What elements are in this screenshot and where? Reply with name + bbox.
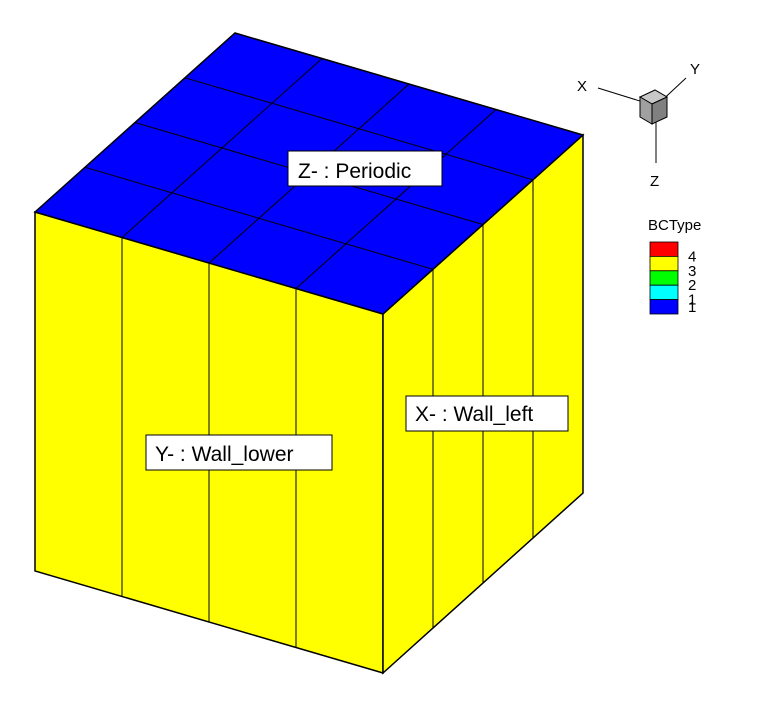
top-face-label: Z- : Periodic xyxy=(298,160,411,183)
top-face-label-box: Z- : Periodic xyxy=(287,150,443,187)
legend-swatch xyxy=(649,255,679,272)
right-face-label: X- : Wall_left xyxy=(415,403,533,426)
legend-swatch xyxy=(649,299,679,315)
axis-triad: X Y Z xyxy=(577,61,700,190)
legend-entry-label: 4 xyxy=(688,248,696,265)
cube xyxy=(33,32,585,675)
z-axis-label: Z xyxy=(650,173,659,190)
legend-swatches xyxy=(649,241,679,315)
legend-title: BCType xyxy=(648,217,701,234)
front-face-label-box: Y- : Wall_lower xyxy=(145,434,333,471)
front-face-label: Y- : Wall_lower xyxy=(155,443,294,466)
legend-bottom-label: 1 xyxy=(688,299,696,316)
legend-swatch xyxy=(649,241,679,257)
legend-swatch xyxy=(649,284,679,301)
triad-cube-icon xyxy=(638,89,669,125)
legend-entry-label: 2 xyxy=(688,277,696,294)
y-axis-label: Y xyxy=(690,61,700,78)
legend-entry-label: 3 xyxy=(688,263,696,280)
right-face-label-box: X- : Wall_left xyxy=(405,395,569,432)
top-grid-line xyxy=(295,109,497,289)
legend-swatch xyxy=(649,270,679,286)
legend-entry-label: 1 xyxy=(688,292,696,309)
x-axis-label: X xyxy=(577,78,587,95)
top-grid-line xyxy=(184,77,534,181)
